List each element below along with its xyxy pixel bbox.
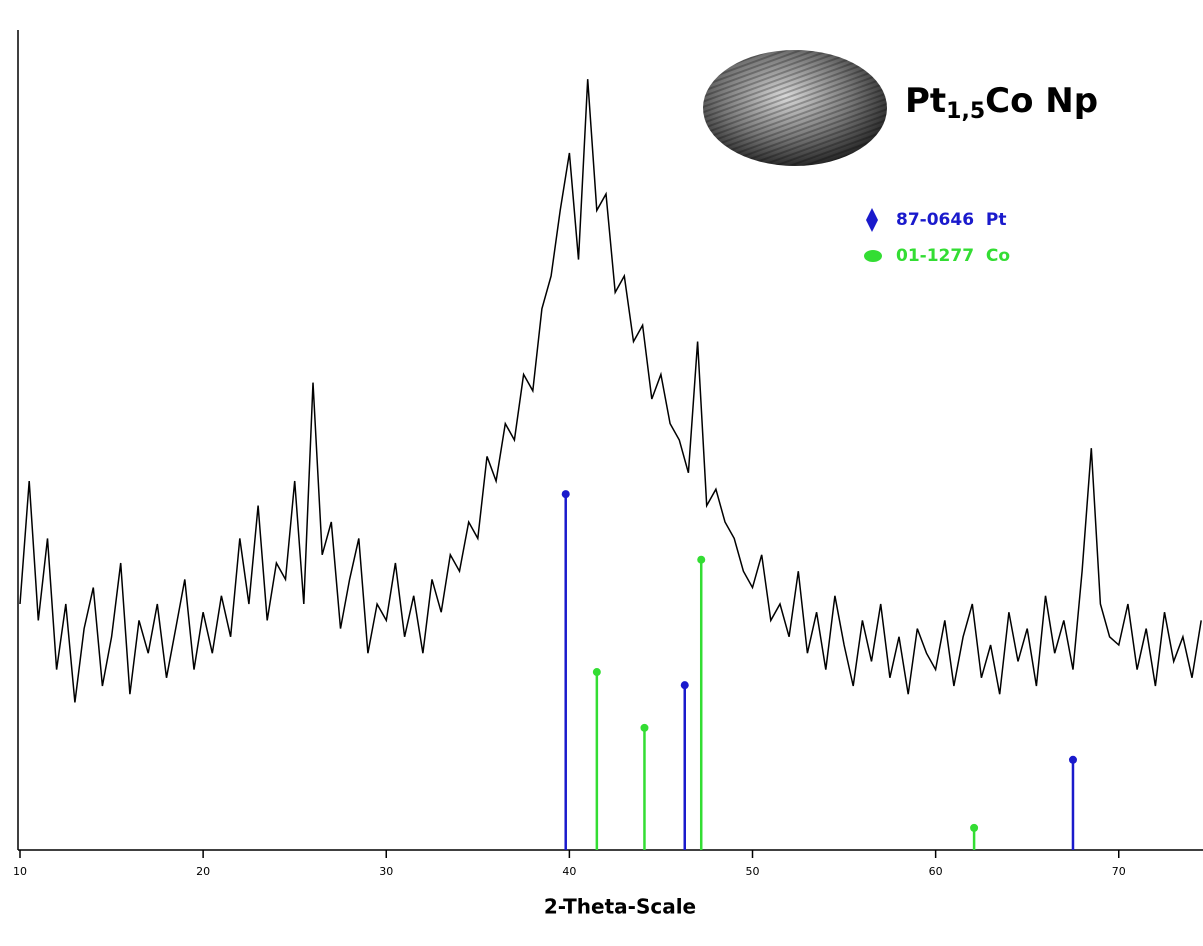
x-axis-label: 2-Theta-Scale bbox=[544, 895, 696, 919]
annotation: Pt1,5Co Np bbox=[905, 81, 1098, 125]
nanoparticle-image bbox=[703, 50, 887, 166]
legend-marker bbox=[864, 250, 882, 262]
x-tick-label: 10 bbox=[13, 865, 27, 878]
annotation-rest: Co Np bbox=[985, 81, 1098, 121]
x-tick-label: 20 bbox=[196, 865, 210, 878]
legend-marker bbox=[866, 208, 878, 232]
reference-cap bbox=[1068, 755, 1077, 764]
legend-label: 87-0646 Pt bbox=[896, 210, 1006, 230]
x-tick-label: 50 bbox=[746, 865, 760, 878]
reference-cap bbox=[970, 823, 979, 832]
reference-cap bbox=[561, 490, 570, 499]
x-tick-label: 70 bbox=[1112, 865, 1126, 878]
x-tick-label: 60 bbox=[929, 865, 943, 878]
legend-label: 01-1277 Co bbox=[896, 246, 1010, 266]
x-tick-label: 30 bbox=[379, 865, 393, 878]
reference-cap bbox=[592, 668, 601, 677]
reference-cap bbox=[640, 723, 649, 732]
pattern-line bbox=[19, 79, 1202, 703]
x-tick-label: 40 bbox=[562, 865, 576, 878]
reference-cap bbox=[697, 555, 706, 564]
reference-cap bbox=[680, 681, 689, 690]
annotation-sub: 1,5 bbox=[946, 99, 985, 124]
annotation-base: Pt bbox=[905, 81, 946, 121]
